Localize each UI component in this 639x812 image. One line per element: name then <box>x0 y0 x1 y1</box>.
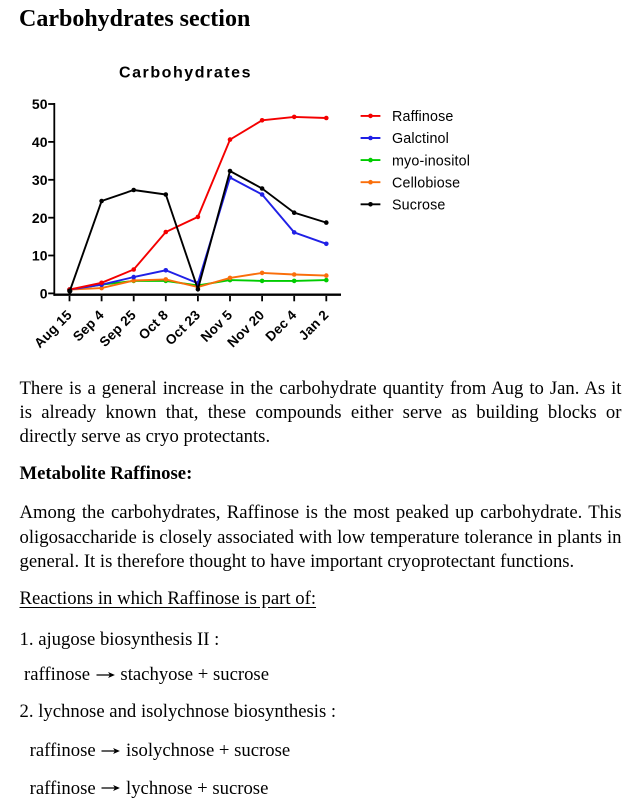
svg-text:10: 10 <box>32 248 48 264</box>
svg-text:50: 50 <box>32 96 48 112</box>
svg-text:0: 0 <box>40 286 48 302</box>
svg-text:Oct 23: Oct 23 <box>162 307 203 348</box>
svg-text:40: 40 <box>32 134 48 150</box>
svg-text:Raffinose: Raffinose <box>392 109 454 125</box>
svg-text:30: 30 <box>32 172 48 188</box>
svg-text:Galctinol: Galctinol <box>392 131 449 147</box>
svg-text:Carbohydrates: Carbohydrates <box>119 65 252 82</box>
svg-text:20: 20 <box>32 210 48 226</box>
svg-text:Dec 4: Dec 4 <box>263 307 300 344</box>
svg-text:Aug 15: Aug 15 <box>31 307 75 351</box>
svg-text:Sucrose: Sucrose <box>392 198 446 214</box>
svg-text:Jan 2: Jan 2 <box>296 307 332 343</box>
svg-text:Cellobiose: Cellobiose <box>392 175 460 191</box>
svg-text:Sep 25: Sep 25 <box>97 307 140 350</box>
svg-text:myo-inositol: myo-inositol <box>392 153 470 169</box>
